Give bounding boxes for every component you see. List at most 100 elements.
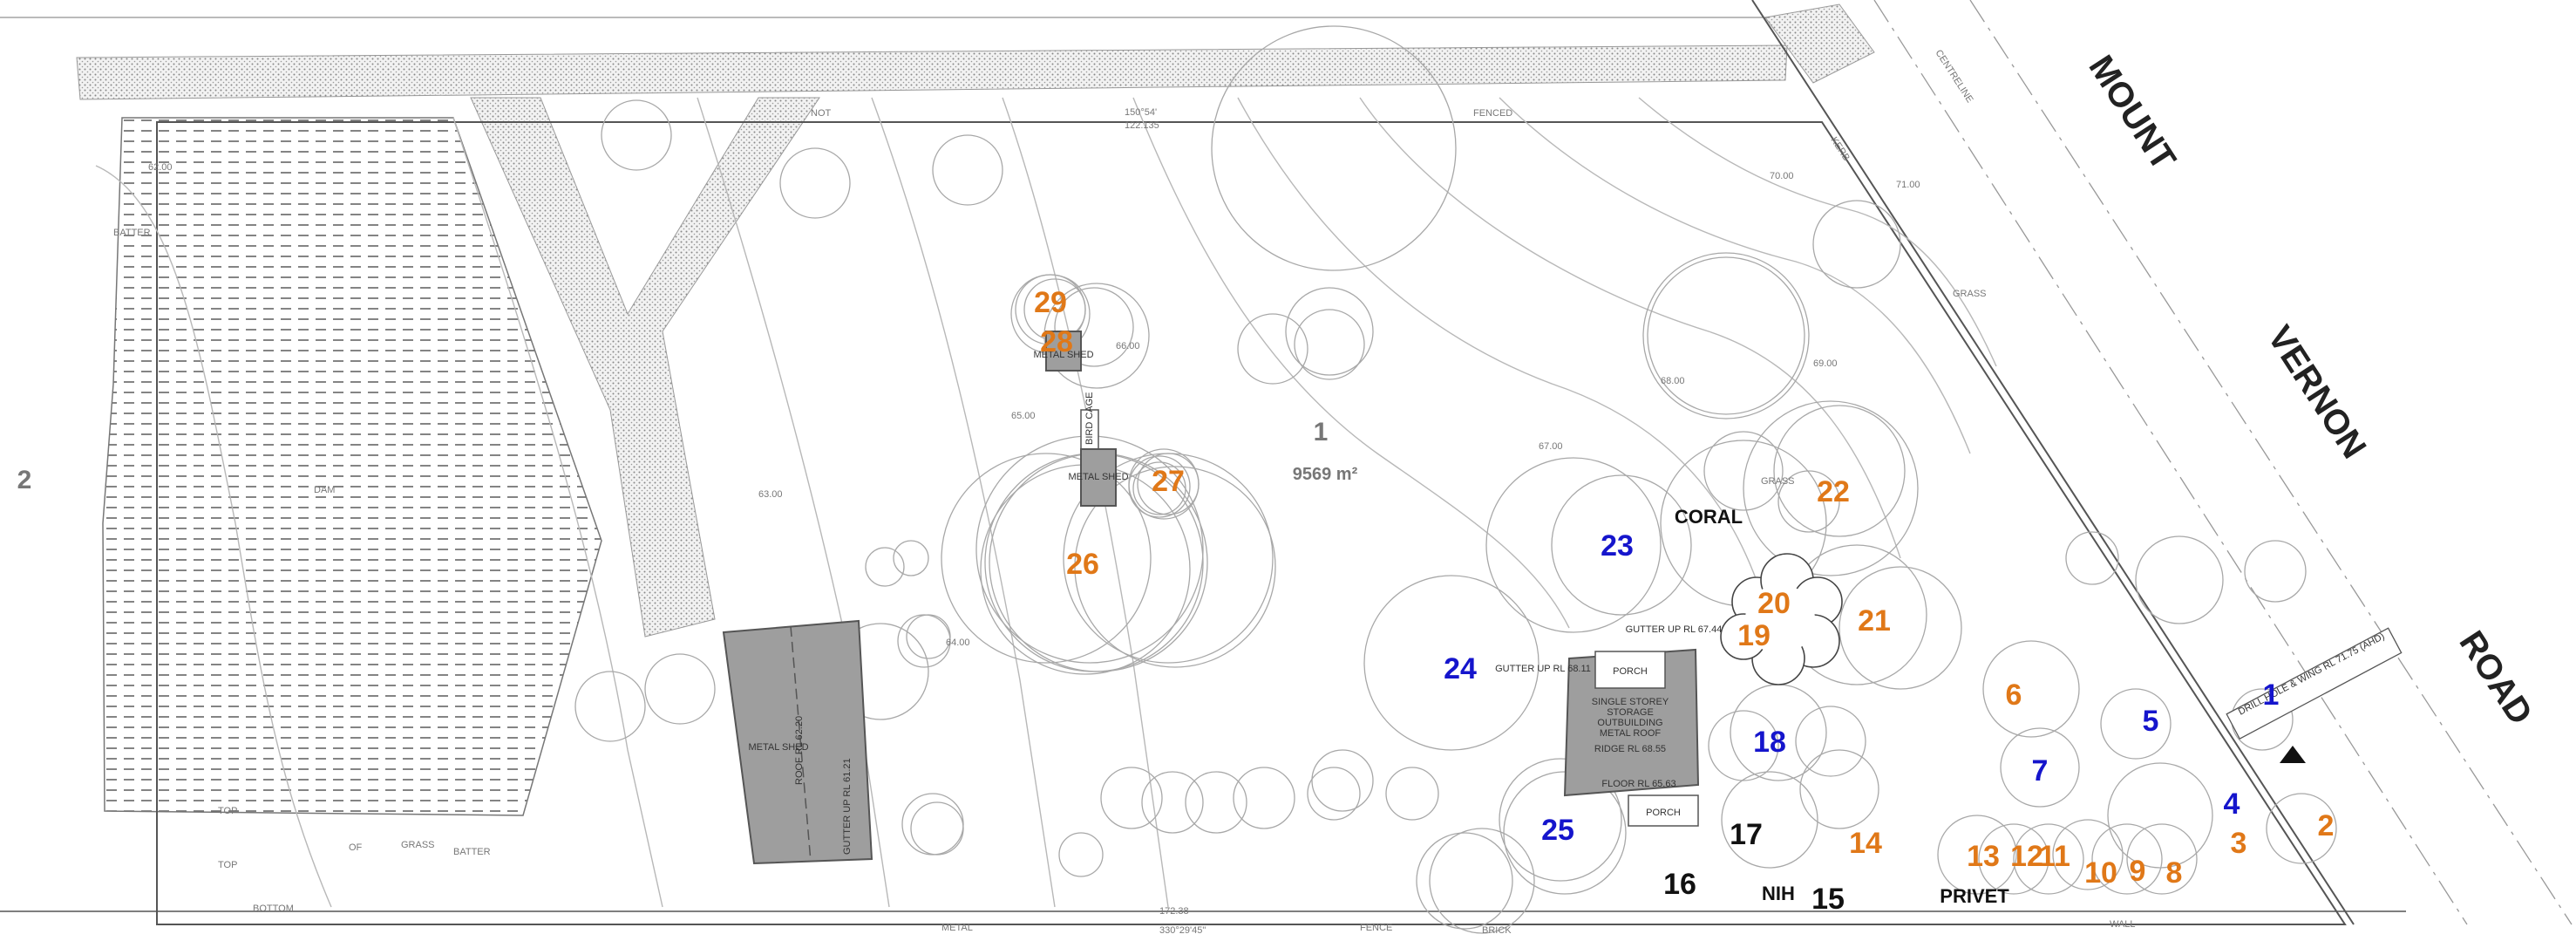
- grass-label-3: GRASS: [401, 840, 435, 850]
- tree-label-19: 19: [1737, 619, 1771, 652]
- corner-dotted-patch: [1764, 3, 1875, 84]
- metal-shed-label: METAL SHED: [748, 742, 808, 753]
- contour-65: 65.00: [1011, 411, 1036, 421]
- tree-label-13: 13: [1967, 840, 2000, 873]
- tree-label-5: 5: [2143, 705, 2159, 738]
- road-edge-1: [1873, 0, 2468, 925]
- fenced-label: FENCED: [1473, 108, 1512, 119]
- tree-label-17: 17: [1730, 818, 1763, 851]
- contour-67: 67.00: [1539, 441, 1563, 452]
- batter-label-1: BATTER: [113, 228, 151, 238]
- dotted-track: [470, 97, 820, 638]
- not-label: NOT: [811, 108, 832, 119]
- coral-label: CORAL: [1675, 506, 1743, 528]
- svg-text:DRILL HOLE & WING RL 71.75 (AH: DRILL HOLE & WING RL 71.75 (AHD): [2237, 631, 2387, 718]
- tree-label-10: 10: [2084, 856, 2117, 890]
- dam-area: [102, 117, 602, 816]
- outbuilding-line-3: OUTBUILDING: [1597, 718, 1662, 728]
- dist-top: 122.135: [1125, 120, 1159, 131]
- tree-label-24: 24: [1444, 652, 1477, 685]
- contour-69: 69.00: [1813, 358, 1838, 369]
- tree-label-16: 16: [1663, 868, 1696, 901]
- outbuilding-line-1: SINGLE STOREY: [1592, 697, 1669, 707]
- survey-annotations: 150°54' 122.135 FENCED NOT 172.38 330°29…: [113, 48, 2136, 936]
- grass-label-2: GRASS: [1953, 289, 1987, 299]
- road-word-mount: MOUNT: [2081, 49, 2183, 177]
- gutter-left: GUTTER UP RL 68.11: [1495, 664, 1591, 674]
- drill-hole-marker: DRILL HOLE & WING RL 71.75 (AHD): [2226, 627, 2403, 763]
- road-word-vernon: VERNON: [2260, 319, 2373, 465]
- nih-label: NIH: [1762, 883, 1795, 904]
- svg-text:METAL SHED: METAL SHED: [1033, 350, 1093, 360]
- dist-bottom: 172.38: [1159, 906, 1189, 917]
- bottom-label: BOTTOM: [253, 903, 294, 914]
- tree-label-26: 26: [1066, 548, 1099, 581]
- batter-label-2: BATTER: [453, 847, 491, 857]
- tree-label-1: 1: [2263, 678, 2280, 712]
- tree-label-29: 29: [1034, 286, 1067, 319]
- contour-63: 63.00: [758, 489, 783, 500]
- lot-number: 1: [1314, 418, 1329, 447]
- top-label-1: TOP: [218, 806, 237, 816]
- porch-bottom: [1628, 794, 1699, 827]
- tree-label-20: 20: [1757, 587, 1791, 620]
- fence-label: FENCE: [1360, 923, 1392, 933]
- contour-68: 68.00: [1661, 376, 1685, 386]
- tree-label-4: 4: [2224, 788, 2240, 821]
- contour-66: 66.00: [1116, 341, 1140, 351]
- tree-label-11: 11: [2039, 840, 2070, 873]
- tree-label-23: 23: [1601, 529, 1634, 563]
- tree-label-2: 2: [2318, 809, 2335, 842]
- porch-top-label: PORCH: [1613, 666, 1648, 677]
- tree-label-21: 21: [1858, 604, 1891, 638]
- tree-label-8: 8: [2166, 856, 2183, 890]
- shed-gutter-rl: GUTTER UP RL 61.21: [842, 758, 853, 855]
- contour-70: 70.00: [1770, 171, 1794, 181]
- tree-label-22: 22: [1817, 475, 1850, 508]
- top-label-2: TOP: [218, 860, 237, 870]
- privet-label: PRIVET: [1940, 885, 2009, 907]
- tree-label-3: 3: [2231, 827, 2247, 860]
- svg-text:METAL SHED: METAL SHED: [1068, 472, 1128, 482]
- main-outbuilding: PORCH PORCH SINGLE STOREY STORAGE OUTBUI…: [1495, 624, 1722, 827]
- outbuilding-line-2: STORAGE: [1607, 707, 1654, 718]
- svg-text:BIRD CAGE: BIRD CAGE: [1084, 392, 1095, 445]
- floor-rl: FLOOR RL 65.63: [1601, 779, 1675, 789]
- property-boundary: [156, 121, 2347, 925]
- side-lot-number: 2: [17, 466, 32, 494]
- contour-62: 62.00: [148, 162, 173, 173]
- coral-tree-cloud: [1720, 553, 1843, 685]
- of-label: OF: [349, 842, 363, 853]
- tree-label-28: 28: [1040, 325, 1073, 358]
- kerb-label: KERB: [1828, 135, 1851, 163]
- road-edge-2: [1969, 0, 2573, 925]
- contour-71: 71.00: [1896, 180, 1920, 190]
- tree-number-labels: 1234567891011121314151617181920212223242…: [1034, 286, 2334, 916]
- tree-label-27: 27: [1152, 465, 1185, 498]
- small-sheds: METAL SHED BIRD CAGE METAL SHED: [1033, 331, 1129, 507]
- lot-area: 9569 m²: [1293, 465, 1358, 484]
- tree-label-18: 18: [1753, 726, 1786, 759]
- porch-top: [1594, 651, 1666, 689]
- wall-label: WALL: [2110, 919, 2136, 930]
- road-word-road: ROAD: [2451, 624, 2539, 732]
- contours: [95, 97, 1997, 908]
- centreline-label: CENTRELINE: [1933, 48, 1974, 105]
- metal-label: METAL: [941, 923, 973, 933]
- tree-label-14: 14: [1849, 827, 1882, 860]
- metal-shed-large: METAL SHED ROOF RL 62.20 GUTTER UP RL 61…: [722, 619, 873, 865]
- kerb-line: [1751, 0, 2355, 925]
- brick-label: BRICK: [1482, 925, 1512, 936]
- top-easement-strip: [76, 44, 1788, 100]
- contour-64: 64.00: [946, 638, 970, 648]
- bearing-top: 150°54': [1125, 107, 1157, 118]
- outbuilding-line-4: METAL ROOF: [1600, 728, 1662, 739]
- tree-label-7: 7: [2032, 754, 2049, 788]
- tree-label-6: 6: [2006, 678, 2022, 712]
- tree-label-12: 12: [2010, 840, 2043, 873]
- shed-roof-rl: ROOF RL 62.20: [794, 716, 805, 785]
- tree-canopies: [574, 25, 2337, 934]
- tree-label-25: 25: [1541, 814, 1574, 847]
- tree-label-15: 15: [1811, 883, 1845, 916]
